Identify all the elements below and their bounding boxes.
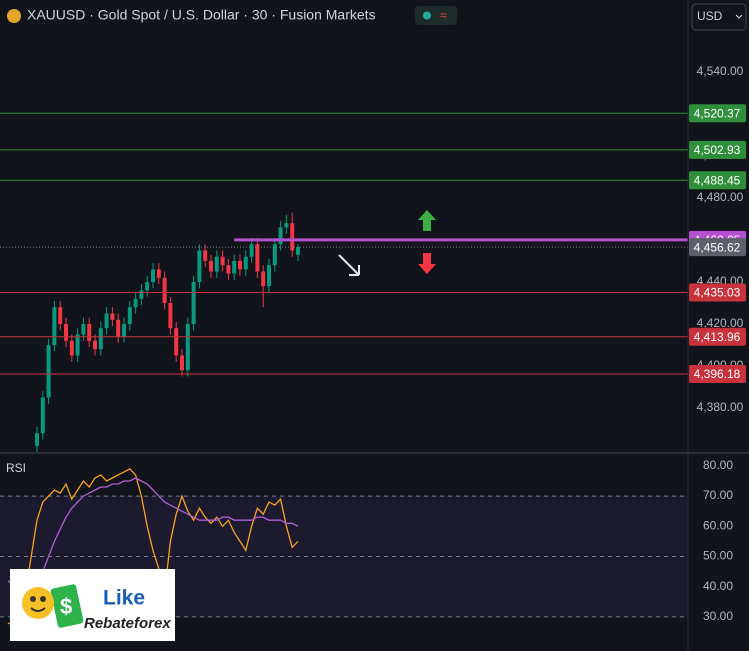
trend-arrow [338,254,360,276]
candle-body [156,269,161,278]
candle-body [290,223,295,251]
level-label-box [689,365,746,384]
candle-body [93,340,97,350]
candle-body [209,261,213,272]
candle-body [243,256,248,270]
candle-body [75,334,80,356]
y-tick-label: 70.00 [703,488,733,502]
candle-body [226,265,231,274]
logo-note [50,584,84,628]
level-label-box [689,283,746,302]
level-label-box [689,104,746,123]
candle-body [46,345,51,398]
candle-body [272,244,277,266]
candle-body [174,328,179,356]
level-label: 4,435.03 [694,286,741,300]
candle-body [220,256,225,266]
y-tick-label: 4,540.00 [697,64,744,78]
logo: $ Like Rebateforex [10,569,175,641]
y-tick-label: 40.00 [703,579,733,593]
candle-body [197,250,202,283]
candle-body [284,223,289,228]
level-label-box [689,171,746,190]
currency-label[interactable]: USD [697,9,723,23]
rsi-line [7,468,299,627]
level-label: 4,413.96 [694,330,741,344]
marks-layer [0,112,688,627]
candle-body [110,313,115,320]
logo-dollar: $ [60,594,72,619]
candle-body [151,269,155,283]
y-tick-label: 80.00 [703,458,733,472]
candle-body [261,271,266,287]
header-bg [0,0,680,30]
candle-body [255,244,260,272]
candle-body [203,250,208,262]
candle-body [232,261,237,274]
level-label: 4,488.45 [694,173,741,187]
candle-body [52,307,57,346]
rsi-title: RSI [6,461,26,475]
level-label: 4,502.93 [694,143,741,157]
candle-body [127,307,132,325]
chart-title: XAUUSD · Gold Spot / U.S. Dollar · 30 · … [27,7,376,23]
logo-eye [40,596,46,602]
y-tick-label: 4,380.00 [697,400,744,414]
candle-body [133,298,138,308]
level-label: 4,520.37 [694,106,741,120]
current-price-label: 4,456.62 [694,240,741,254]
candle-body [168,303,173,329]
candle-body [238,261,242,270]
candle-body [139,290,144,299]
currency-button[interactable] [691,3,747,31]
level-label-box [689,140,746,159]
y-tick-label: 30.00 [703,609,733,623]
candle-body [145,282,150,291]
candle-body [180,355,184,371]
logo-smile [30,607,46,612]
level-label-box [689,327,746,346]
logo-subtitle: Rebateforex [84,615,171,632]
candle-body [35,433,39,446]
candle-body [116,319,121,337]
current-price-box [689,238,746,257]
candle-body [81,324,86,335]
candle-body [58,307,63,325]
candle-body [104,313,109,329]
axis-layer: 4,380.004,400.004,420.004,440.004,460.00… [689,64,746,623]
status-dot [423,11,431,20]
symbol-icon [7,9,21,23]
up-arrow [418,210,436,231]
down-arrow [418,253,436,274]
candle-body [87,324,92,341]
y-tick-label: 4,420.00 [697,316,744,330]
logo-title: Like [103,587,145,610]
status-pill [415,6,457,25]
y-tick-label: 50.00 [703,549,733,563]
candle-body [40,397,45,434]
candle-body [191,282,196,325]
candle-body [98,328,103,350]
candle-body [64,324,68,341]
candle-body [162,277,167,304]
currency-caret [735,14,743,19]
logo-face [22,587,54,619]
candle-body [267,265,271,287]
status-icon: ≈ [440,7,447,22]
candle-body [122,324,126,337]
candle-body [69,340,74,356]
y-tick-label: 4,480.00 [697,190,744,204]
candle-body [249,244,254,257]
candle-body [296,247,300,255]
rsi-line [7,477,299,597]
candle-body [214,256,219,272]
level-label: 4,396.18 [694,367,741,381]
y-tick-label: 60.00 [703,518,733,532]
logo-eye [30,596,36,602]
candle-body [278,227,283,245]
candle-body [185,324,190,371]
